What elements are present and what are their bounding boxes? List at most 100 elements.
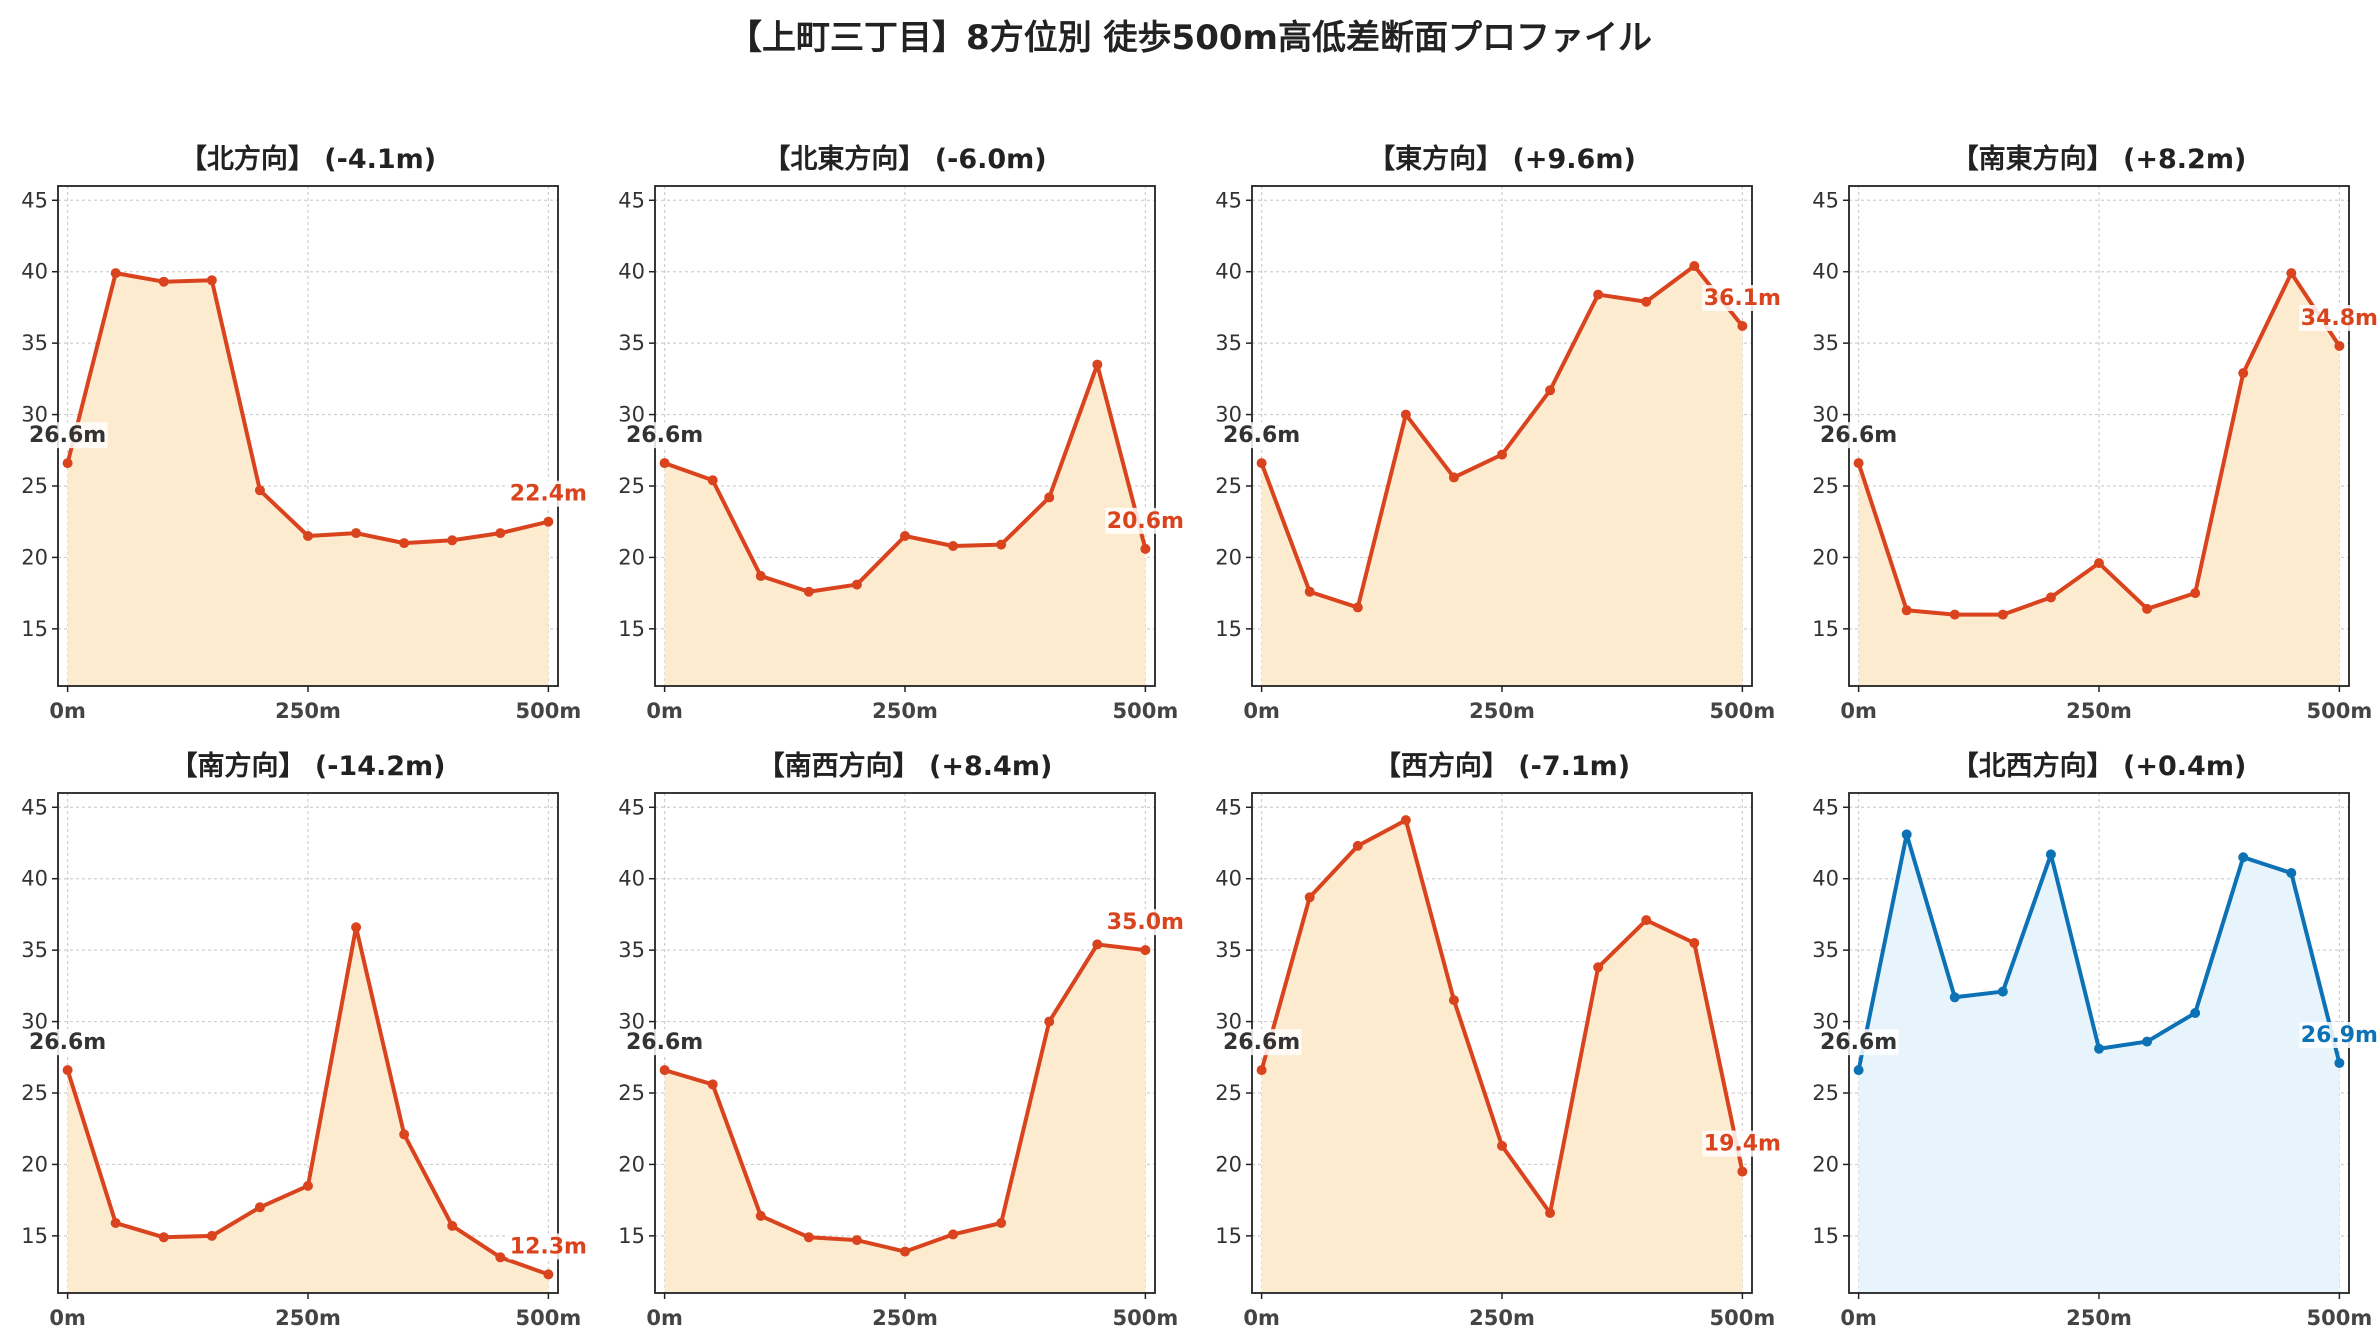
data-point	[1352, 840, 1363, 851]
y-tick-label: 20	[618, 1152, 645, 1176]
x-tick-label: 0m	[646, 1306, 683, 1330]
start-label: 26.6m	[1223, 423, 1300, 448]
panel-title: 【南西方向】 (+8.4m)	[758, 750, 1053, 782]
x-tick-label: 500m	[1113, 699, 1179, 723]
y-tick-label: 45	[1215, 188, 1242, 212]
data-point	[659, 1065, 670, 1076]
data-point	[399, 1129, 410, 1140]
panel-title: 【西方向】 (-7.1m)	[1374, 750, 1630, 782]
x-tick-label: 500m	[2307, 1306, 2373, 1330]
data-point	[996, 539, 1007, 550]
data-point	[1593, 289, 1604, 300]
end-label-bg	[1702, 285, 1783, 311]
end-label: 35.0m	[1107, 910, 1184, 935]
x-tick-label: 250m	[2066, 1306, 2132, 1330]
data-point	[1737, 321, 1748, 331]
data-point	[1304, 586, 1315, 597]
start-label-bg	[1818, 422, 1899, 449]
data-point	[1304, 892, 1315, 903]
data-point	[2238, 852, 2249, 863]
panel-title: 【北西方向】 (+0.4m)	[1952, 750, 2247, 782]
y-tick-label: 45	[21, 188, 48, 212]
end-label-bg	[1105, 507, 1186, 534]
y-tick-label: 40	[21, 867, 48, 891]
data-point	[1737, 1166, 1748, 1177]
data-point	[659, 458, 670, 469]
y-tick-label: 15	[618, 1224, 645, 1248]
y-tick-label: 25	[1215, 1081, 1242, 1105]
area-fill	[1858, 834, 2340, 1293]
y-tick-label: 45	[1215, 795, 1242, 819]
data-point	[996, 1218, 1007, 1228]
y-tick-label: 25	[21, 1081, 48, 1105]
y-tick-label: 40	[618, 260, 645, 284]
y-tick-label: 45	[1812, 795, 1839, 819]
y-tick-label: 40	[1215, 867, 1242, 891]
y-tick-label: 45	[618, 188, 645, 212]
data-point	[158, 1232, 169, 1243]
end-label: 22.4m	[510, 482, 587, 507]
y-tick-label: 20	[1215, 545, 1242, 569]
y-tick-label: 15	[1215, 1224, 1242, 1248]
end-label-bg	[1105, 909, 1186, 936]
panel-title: 【北東方向】 (-6.0m)	[763, 143, 1046, 175]
data-point	[1641, 296, 1652, 307]
data-point	[1641, 915, 1652, 926]
data-point	[2142, 603, 2153, 614]
data-point	[707, 1079, 718, 1090]
x-tick-label: 500m	[1710, 699, 1776, 723]
y-tick-label: 35	[1215, 938, 1242, 962]
data-point	[900, 1246, 910, 1257]
end-label-bg	[2299, 305, 2380, 331]
data-point	[1997, 986, 2008, 997]
data-point	[2094, 558, 2104, 569]
data-point	[2094, 1043, 2104, 1054]
y-tick-label: 20	[618, 545, 645, 569]
start-label: 26.6m	[29, 1030, 106, 1055]
y-tick-label: 20	[1215, 1152, 1242, 1176]
data-point	[1593, 962, 1604, 973]
y-tick-label: 45	[618, 795, 645, 819]
y-tick-label: 35	[21, 938, 48, 962]
area-fill	[664, 944, 1146, 1293]
data-point	[2334, 1058, 2345, 1068]
end-label: 12.3m	[510, 1234, 587, 1259]
data-point	[1140, 543, 1151, 554]
data-point	[2286, 268, 2297, 279]
y-tick-label: 35	[21, 331, 48, 355]
y-tick-label: 15	[21, 1224, 48, 1248]
x-tick-label: 250m	[2066, 699, 2132, 723]
data-point	[2286, 868, 2297, 878]
y-tick-label: 25	[618, 1081, 645, 1105]
y-tick-label: 40	[21, 260, 48, 284]
data-point	[351, 922, 362, 933]
data-point	[851, 579, 862, 590]
start-label: 26.6m	[1820, 423, 1897, 448]
x-tick-label: 0m	[1243, 1306, 1280, 1330]
y-tick-label: 15	[1812, 617, 1839, 641]
y-tick-label: 25	[1812, 474, 1839, 498]
y-tick-label: 40	[618, 867, 645, 891]
end-label: 26.9m	[2301, 1023, 2378, 1048]
x-tick-label: 250m	[872, 699, 938, 723]
start-label-bg	[1818, 1029, 1899, 1056]
end-label-bg	[508, 1233, 589, 1260]
y-tick-label: 15	[618, 617, 645, 641]
data-point	[2238, 368, 2249, 379]
data-point	[303, 1180, 313, 1191]
y-tick-label: 20	[1812, 545, 1839, 569]
data-point	[110, 268, 121, 279]
x-tick-label: 0m	[49, 1306, 86, 1330]
data-point	[2045, 849, 2056, 860]
y-tick-label: 20	[1812, 1152, 1839, 1176]
data-point	[2334, 341, 2345, 351]
y-tick-label: 20	[21, 1152, 48, 1176]
data-point	[1256, 1065, 1267, 1076]
